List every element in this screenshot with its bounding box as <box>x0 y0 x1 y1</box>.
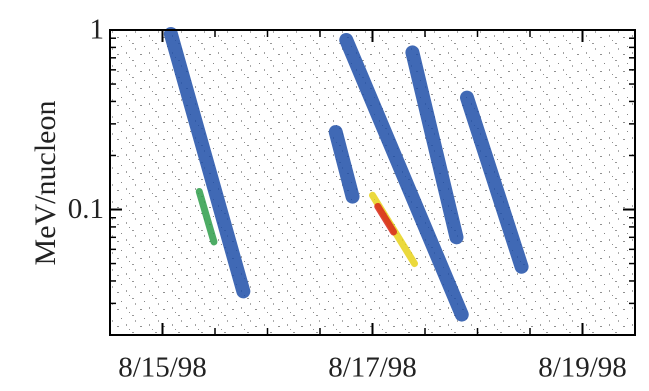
y-axis-label: MeV/nucleon <box>29 101 62 266</box>
x-tick-label: 8/19/98 <box>538 352 627 384</box>
plot-area <box>163 26 529 322</box>
dispersion-streak <box>339 32 469 322</box>
x-tick-label: 8/17/98 <box>328 352 417 384</box>
background-noise <box>110 30 635 335</box>
y-tick-label: 1 <box>90 14 105 46</box>
dispersion-streak <box>163 26 251 299</box>
y-tick-label: 0.1 <box>68 193 104 225</box>
dispersion-streak <box>460 90 529 274</box>
x-tick-label: 8/15/98 <box>118 352 207 384</box>
dispersion-streak <box>328 125 360 204</box>
dispersion-streak <box>374 202 397 236</box>
dispersion-streak <box>405 45 464 245</box>
dispersion-streak <box>195 188 218 246</box>
